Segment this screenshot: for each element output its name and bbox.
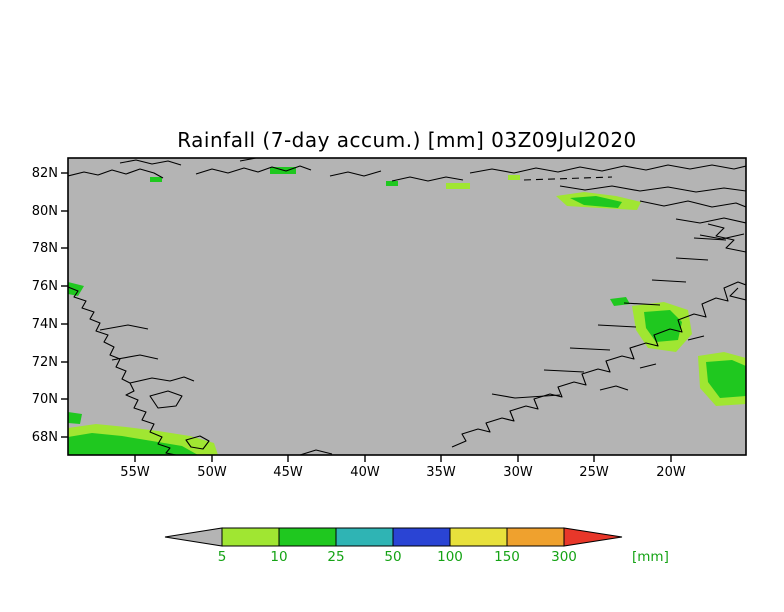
lon-tick-label: 50W <box>197 465 227 480</box>
lon-tick-label: 30W <box>503 465 533 480</box>
coastline <box>119 159 182 166</box>
rain-patch <box>68 282 84 296</box>
colorbar <box>164 527 623 547</box>
coastline <box>491 237 727 399</box>
lat-tick-label: 70N <box>32 392 58 407</box>
coastline <box>149 390 183 409</box>
colorbar-segment <box>506 527 565 547</box>
colorbar-segment <box>449 527 508 547</box>
coastline <box>99 324 159 361</box>
colorbar-segment <box>221 527 280 547</box>
colorbar-unit-label: [mm] <box>632 549 669 565</box>
coastline <box>329 170 382 177</box>
coastline <box>195 165 312 175</box>
colorbar-tick-label: 25 <box>327 549 344 565</box>
colorbar-labels: 5 10 25 50 100 150 300 [mm] <box>218 549 669 565</box>
map-frame <box>67 157 747 456</box>
coastline <box>707 223 746 253</box>
colorbar-segment <box>392 527 451 547</box>
rain-patch <box>644 310 682 342</box>
coastline <box>599 335 705 391</box>
rain-patch <box>508 175 520 180</box>
lat-tick-label: 74N <box>32 317 58 332</box>
colorbar-tick-label: 300 <box>551 549 577 565</box>
colorbar-tick-label: 10 <box>270 549 287 565</box>
lon-ticks <box>134 455 672 462</box>
colorbar-tick-label: 50 <box>384 549 401 565</box>
coastline <box>68 168 164 179</box>
colorbar-arrow-low <box>164 527 223 547</box>
lat-tick-labels: 82N 80N 78N 76N 74N 72N 70N 68N <box>32 166 58 445</box>
rain-patch <box>446 183 470 189</box>
lat-tick-label: 80N <box>32 204 58 219</box>
colorbar-tick-label: 100 <box>437 549 463 565</box>
lon-tick-label: 55W <box>120 465 150 480</box>
chart-title: Rainfall (7-day accum.) [mm] 03Z09Jul202… <box>177 128 637 152</box>
lat-tick-label: 82N <box>32 166 58 181</box>
coastline <box>68 286 177 455</box>
colorbar-arrow-high <box>563 527 623 547</box>
rain-patch <box>570 196 622 208</box>
coastline <box>391 176 464 182</box>
coastlines <box>68 158 746 455</box>
map-plot: 82N 80N 78N 76N 74N 72N 70N 68N 55W 50W … <box>32 157 747 480</box>
coastline <box>299 449 333 455</box>
rain-patch <box>706 360 746 398</box>
lat-tick-label: 72N <box>32 355 58 370</box>
colorbar-segment <box>335 527 394 547</box>
rain-patch <box>150 177 162 182</box>
rain-patch <box>68 433 198 455</box>
coastline <box>639 200 746 240</box>
rain-patch <box>68 412 82 424</box>
colorbar-segment <box>278 527 337 547</box>
lon-tick-label: 40W <box>350 465 380 480</box>
lon-tick-label: 20W <box>656 465 686 480</box>
coastline <box>729 287 746 301</box>
rain-patch <box>610 297 630 306</box>
coastline-dashed <box>523 176 613 181</box>
coastline <box>451 281 746 448</box>
coastline <box>469 164 746 174</box>
lat-tick-label: 68N <box>32 430 58 445</box>
coastline <box>185 435 210 450</box>
rain-patches-moderate <box>68 167 746 455</box>
rain-patch <box>386 181 398 186</box>
colorbar-tick-label: 150 <box>494 549 520 565</box>
colorbar-tick-label: 5 <box>218 549 227 565</box>
lat-ticks <box>61 172 68 438</box>
coastline <box>129 376 195 384</box>
coastline <box>559 185 746 193</box>
lon-tick-labels: 55W 50W 45W 40W 35W 30W 25W 20W <box>120 465 686 480</box>
lat-tick-label: 78N <box>32 241 58 256</box>
lon-tick-label: 35W <box>426 465 456 480</box>
lon-tick-label: 45W <box>273 465 303 480</box>
lon-tick-label: 25W <box>579 465 609 480</box>
lat-tick-label: 76N <box>32 279 58 294</box>
